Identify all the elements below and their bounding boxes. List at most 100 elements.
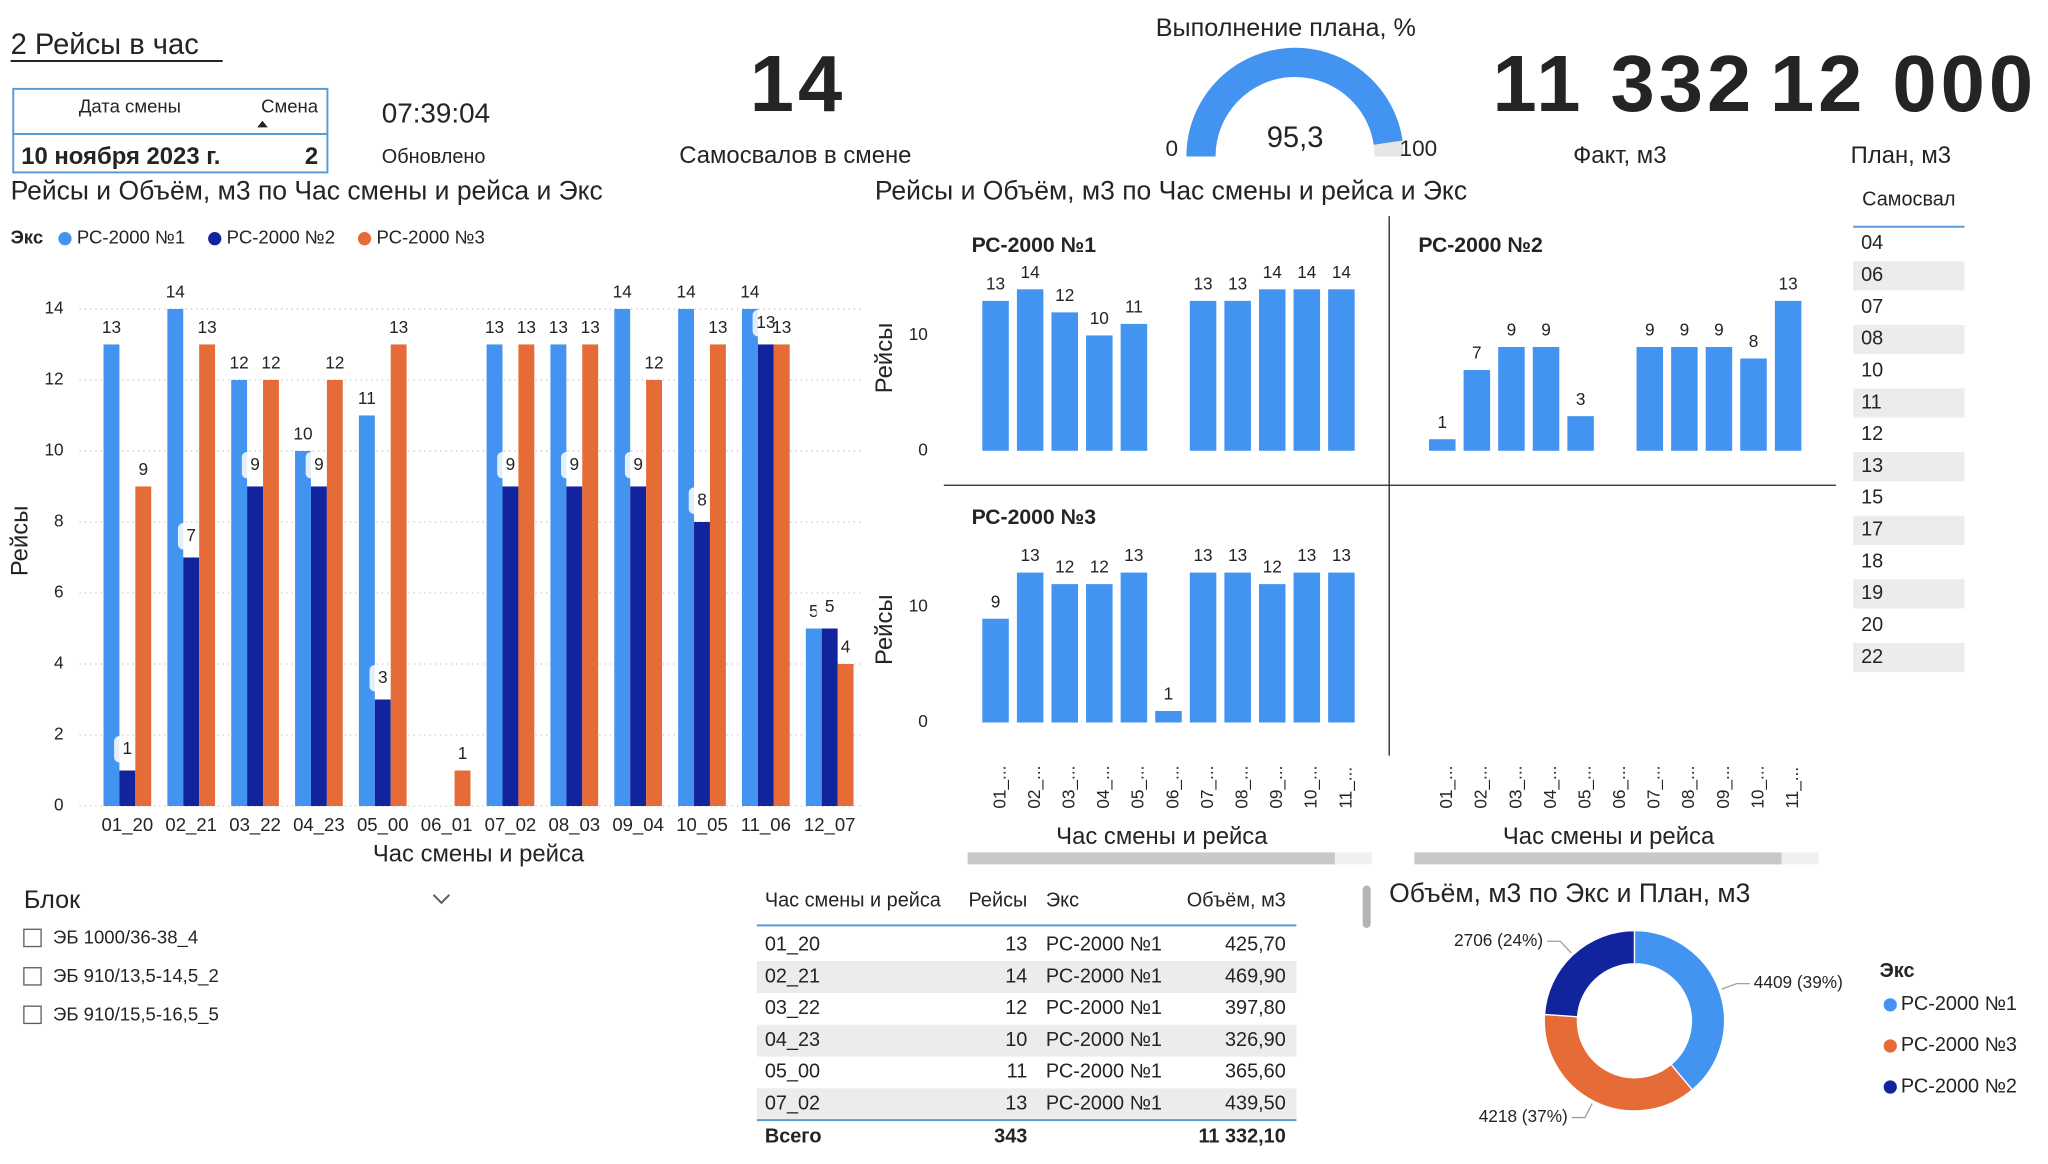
bar	[1258, 289, 1286, 451]
bar	[231, 379, 248, 807]
data-label: 8	[697, 489, 707, 509]
data-label: 1	[458, 743, 468, 763]
x-tick-label: 11_...	[1335, 767, 1355, 809]
y-tick-label: 8	[54, 511, 64, 531]
slicer-item-bg[interactable]	[1853, 388, 1965, 418]
x-tick-label: 02_21	[165, 814, 217, 836]
data-label: 13	[756, 312, 775, 332]
data-label: 13	[549, 317, 568, 337]
data-label: 13	[198, 317, 217, 337]
slicer-item[interactable]: 10	[1861, 359, 1883, 381]
slicer-item[interactable]: 19	[1861, 582, 1883, 604]
table-row-bg	[756, 1024, 1297, 1057]
slicer-item-bg[interactable]	[1853, 420, 1965, 450]
slicer-item-bg[interactable]	[1853, 293, 1965, 323]
data-label: 12	[1263, 557, 1282, 577]
table-cell: 07_02	[765, 1093, 820, 1115]
slicer-item-bg[interactable]	[1853, 324, 1965, 355]
bar	[183, 557, 200, 807]
bar	[1155, 710, 1182, 723]
table-cell: 365,60	[1225, 1061, 1286, 1083]
data-label-box	[624, 451, 652, 479]
x-tick-label: 06_01	[421, 814, 473, 836]
slicer-item-bg[interactable]	[1853, 261, 1965, 291]
bar	[1567, 416, 1594, 451]
table-scrollbar[interactable]	[1362, 885, 1371, 928]
scrollbar-thumb[interactable]	[967, 852, 1335, 865]
bar	[486, 344, 503, 807]
legend-dot	[1883, 998, 1897, 1012]
checkbox-label[interactable]: ЭБ 910/15,5-16,5_5	[53, 1003, 219, 1025]
chart-title: Объём, м3 по Экс и План, м3	[1389, 878, 1750, 908]
legend-dot	[1883, 1080, 1897, 1094]
data-label: 13	[485, 317, 504, 337]
dropdown-chevron[interactable]	[432, 894, 451, 905]
slicer-item[interactable]: 22	[1861, 646, 1883, 668]
y-axis-title: Рейсы	[871, 323, 898, 394]
panel-title: РС-2000 №2	[1418, 234, 1542, 257]
data-label: 9	[1541, 320, 1551, 340]
y-tick-label: 14	[44, 297, 64, 317]
x-tick-label: 06_...	[1609, 766, 1629, 809]
table-header: Экс	[1046, 890, 1079, 912]
bar	[1120, 572, 1148, 723]
table-cell: 03_22	[765, 997, 820, 1019]
slicer-item[interactable]: 08	[1861, 328, 1883, 350]
slicer-item-bg[interactable]	[1853, 642, 1965, 673]
date-filter[interactable]	[12, 87, 329, 174]
data-label: 9	[1680, 320, 1690, 340]
bar	[518, 344, 535, 807]
bar	[1293, 572, 1321, 723]
data-label: 4409 (39%)	[1754, 972, 1843, 992]
slicer-item-bg[interactable]	[1853, 483, 1965, 514]
slicer-item[interactable]: 20	[1861, 614, 1883, 636]
slicer-item-bg[interactable]	[1853, 579, 1965, 609]
slicer-item[interactable]: 07	[1861, 296, 1883, 318]
x-tick-label: 06_...	[1162, 766, 1182, 809]
checkbox[interactable]	[23, 1005, 42, 1025]
donut-slice	[1633, 929, 1726, 1091]
bar	[199, 344, 216, 807]
table-cell: 13	[1005, 1093, 1027, 1115]
data-label: 13	[1021, 545, 1040, 565]
gauge-title: Выполнение плана, %	[1156, 14, 1416, 42]
scrollbar-thumb[interactable]	[1414, 852, 1782, 865]
slicer-item[interactable]: 13	[1861, 455, 1883, 477]
bar	[805, 628, 822, 807]
table-cell: РС-2000 №1	[1046, 1029, 1162, 1051]
bar	[582, 344, 599, 807]
slicer-item[interactable]: 06	[1861, 264, 1883, 286]
slicer-item[interactable]: 18	[1861, 550, 1883, 572]
table-cell: 04_23	[765, 1029, 820, 1051]
slicer-item-bg[interactable]	[1853, 515, 1965, 545]
slicer-item[interactable]: 04	[1861, 232, 1883, 254]
checkbox-label[interactable]: ЭБ 910/13,5-14,5_2	[53, 965, 219, 987]
data-label: 9	[1507, 320, 1517, 340]
slicer-item-bg[interactable]	[1853, 229, 1965, 259]
gauge-tick-label: 100	[1400, 136, 1438, 161]
slicer-item-bg[interactable]	[1853, 547, 1965, 577]
slicer-item[interactable]: 11	[1861, 391, 1882, 413]
kpi-value: 14	[750, 39, 846, 128]
slicer-item-bg[interactable]	[1853, 356, 1965, 386]
slicer-item-bg[interactable]	[1853, 611, 1965, 641]
slicer-item[interactable]: 17	[1861, 519, 1883, 541]
x-tick-label: 03_...	[1059, 766, 1079, 809]
bar	[1224, 300, 1251, 451]
x-tick-label: 09_...	[1266, 766, 1286, 809]
slicer-item-bg[interactable]	[1853, 452, 1965, 482]
checkbox[interactable]	[23, 967, 42, 986]
checkbox[interactable]	[23, 928, 42, 948]
data-label: 9	[138, 459, 148, 479]
chart-title: Рейсы и Объём, м3 по Час смены и рейса и…	[11, 175, 603, 205]
data-label: 9	[506, 454, 516, 474]
bar	[295, 450, 311, 807]
slicer-item[interactable]: 12	[1861, 423, 1883, 445]
checkbox-label[interactable]: ЭБ 1000/36-38_4	[53, 926, 198, 948]
bar	[1189, 300, 1217, 451]
sort-arrow	[257, 120, 268, 128]
bar	[358, 415, 375, 807]
slicer-item[interactable]: 15	[1861, 487, 1883, 509]
x-tick-label: 10_...	[1747, 766, 1767, 809]
